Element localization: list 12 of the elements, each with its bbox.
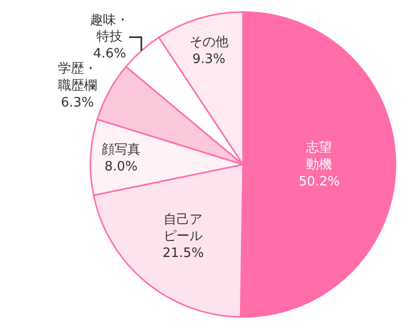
slice-label: 趣味・特技 — [90, 12, 130, 45]
slice-label: 顔写真 — [102, 142, 141, 158]
data-label: 9.3% — [192, 52, 226, 68]
data-label: 6.3% — [60, 95, 94, 110]
slice-label: 学歴・職歴欄 — [58, 62, 97, 94]
data-label: 21.5% — [162, 246, 204, 262]
data-label: 8.0% — [104, 160, 138, 174]
data-label: 4.6% — [93, 46, 126, 62]
slice-label: その他 — [189, 35, 228, 50]
slice-label: 自己アピール — [164, 212, 203, 244]
slice-label: 志望動機 — [306, 140, 332, 173]
data-label: 50.2% — [298, 174, 340, 190]
